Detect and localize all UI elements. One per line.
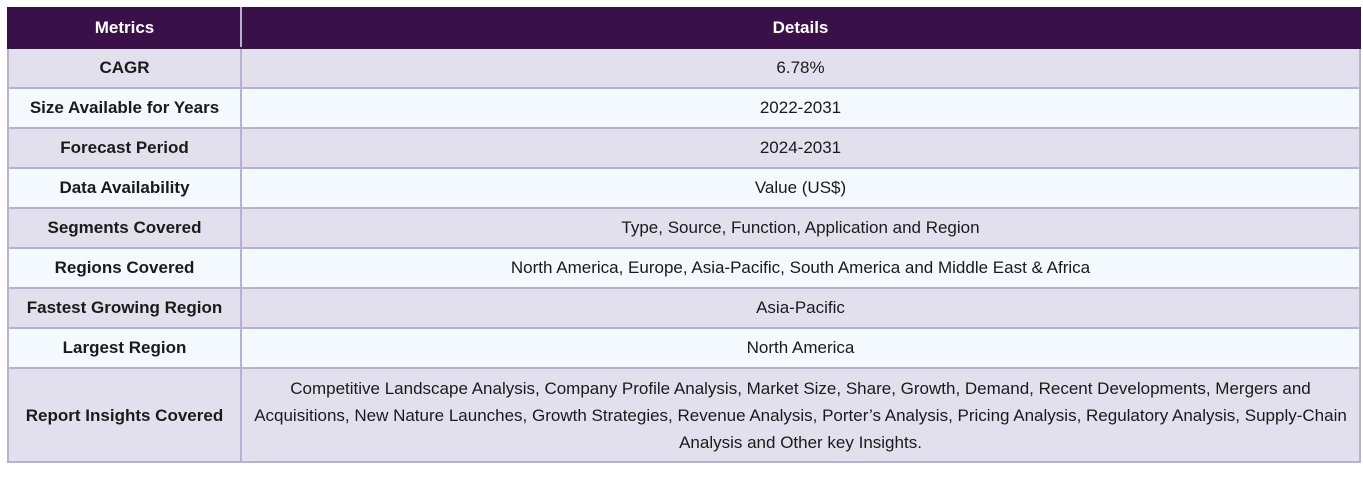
- report-metrics-table: Metrics Details CAGR 6.78% Size Availabl…: [7, 7, 1361, 463]
- header-metrics: Metrics: [7, 7, 242, 49]
- table-row: Segments Covered Type, Source, Function,…: [7, 207, 1361, 249]
- table-row: Forecast Period 2024-2031: [7, 127, 1361, 169]
- table-header-row: Metrics Details: [7, 7, 1361, 49]
- metric-cell: Size Available for Years: [7, 87, 242, 129]
- table-row: Largest Region North America: [7, 327, 1361, 369]
- table-row: Data Availability Value (US$): [7, 167, 1361, 209]
- metric-cell: Report Insights Covered: [7, 367, 242, 463]
- detail-cell: Value (US$): [240, 167, 1361, 209]
- metric-cell: Largest Region: [7, 327, 242, 369]
- detail-cell: North America, Europe, Asia-Pacific, Sou…: [240, 247, 1361, 289]
- metric-cell: Segments Covered: [7, 207, 242, 249]
- detail-cell: 6.78%: [240, 47, 1361, 89]
- table-row: Regions Covered North America, Europe, A…: [7, 247, 1361, 289]
- report-metrics-table-container: Metrics Details CAGR 6.78% Size Availabl…: [7, 7, 1361, 463]
- detail-cell: North America: [240, 327, 1361, 369]
- header-details: Details: [240, 7, 1361, 49]
- detail-cell: 2022-2031: [240, 87, 1361, 129]
- table-row: Size Available for Years 2022-2031: [7, 87, 1361, 129]
- detail-cell: Asia-Pacific: [240, 287, 1361, 329]
- metric-cell: Regions Covered: [7, 247, 242, 289]
- detail-cell: Type, Source, Function, Application and …: [240, 207, 1361, 249]
- metric-cell: CAGR: [7, 47, 242, 89]
- metric-cell: Forecast Period: [7, 127, 242, 169]
- table-row: CAGR 6.78%: [7, 47, 1361, 89]
- metric-cell: Data Availability: [7, 167, 242, 209]
- detail-cell: 2024-2031: [240, 127, 1361, 169]
- table-row: Report Insights Covered Competitive Land…: [7, 367, 1361, 463]
- metric-cell: Fastest Growing Region: [7, 287, 242, 329]
- detail-cell: Competitive Landscape Analysis, Company …: [240, 367, 1361, 463]
- table-row: Fastest Growing Region Asia-Pacific: [7, 287, 1361, 329]
